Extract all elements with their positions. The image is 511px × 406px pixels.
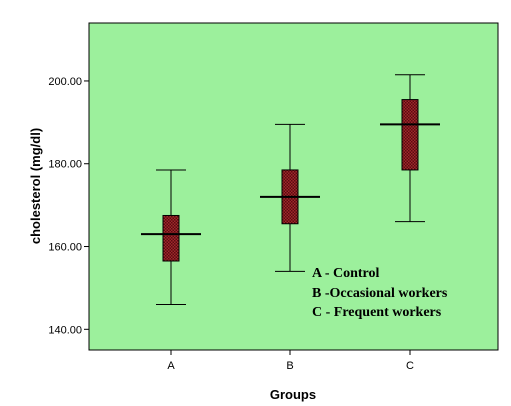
- y-axis-title: cholesterol (mg/dl): [28, 128, 43, 244]
- group-legend: A - Control B -Occasional workers C - Fr…: [312, 266, 448, 320]
- group-legend-line-a: A - Control: [312, 266, 380, 281]
- box-a: [141, 169, 201, 305]
- x-axis: A B C: [167, 350, 414, 372]
- boxes-layer: [141, 74, 440, 305]
- box-b: [260, 123, 320, 272]
- y-axis: 140.00 160.00 180.00 200.00: [48, 76, 89, 336]
- y-tick-label: 160.00: [48, 242, 82, 254]
- group-legend-line-b: B -Occasional workers: [312, 286, 448, 301]
- iqr-box: [162, 214, 180, 262]
- x-tick-label: C: [406, 360, 414, 372]
- iqr-box: [401, 99, 419, 171]
- y-tick-label: 200.00: [48, 76, 82, 88]
- box-c: [380, 74, 440, 223]
- group-legend-line-c: C - Frequent workers: [312, 305, 442, 320]
- x-axis-title: Groups: [270, 387, 316, 402]
- y-tick-label: 140.00: [48, 324, 82, 336]
- x-tick-label: A: [167, 360, 175, 372]
- x-tick-label: B: [286, 360, 293, 372]
- y-tick-label: 180.00: [48, 159, 82, 171]
